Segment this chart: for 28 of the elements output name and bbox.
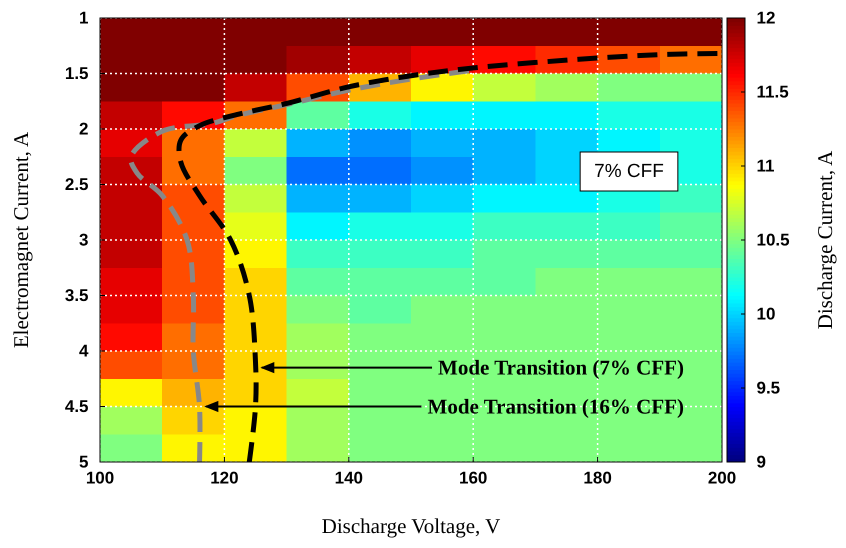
y-tick-label: 2.5	[64, 174, 88, 194]
color-bar-label: 9.5	[756, 378, 780, 398]
x-tick-label: 200	[708, 468, 736, 488]
y-tick-label: 3	[79, 230, 88, 250]
y-tick-label: 5	[79, 452, 88, 472]
x-tick-label: 100	[86, 468, 114, 488]
y-tick-label: 1	[79, 8, 88, 28]
annotation: 7% CFF	[594, 161, 664, 182]
y-tick-label: 4.5	[64, 396, 88, 416]
annotation: Mode Transition (7% CFF)	[438, 356, 684, 380]
x-axis-title: Discharge Voltage, V	[322, 514, 500, 538]
color-bar-label: 9	[756, 452, 766, 472]
y-tick-label: 2	[79, 119, 88, 138]
y-axis-title: Electromagnet Current, A	[9, 131, 33, 348]
x-tick-label: 140	[334, 468, 363, 488]
color-bar-title: Discharge Current, A	[813, 150, 837, 330]
color-bar-label: 10	[756, 304, 776, 324]
x-tick-label: 120	[210, 468, 239, 488]
y-tick-label: 4	[79, 341, 90, 360]
y-tick-label: 3.5	[64, 286, 88, 305]
color-bar-label: 12	[756, 8, 776, 28]
x-tick-label: 160	[459, 468, 488, 488]
y-tick-label: 1.5	[64, 64, 88, 83]
color-bar-label: 11.5	[756, 82, 789, 102]
annotation: Mode Transition (16% CFF)	[428, 394, 684, 418]
x-tick-label: 180	[583, 468, 612, 488]
color-bar-label: 10.5	[756, 230, 790, 250]
color-bar-label: 11	[756, 156, 774, 176]
